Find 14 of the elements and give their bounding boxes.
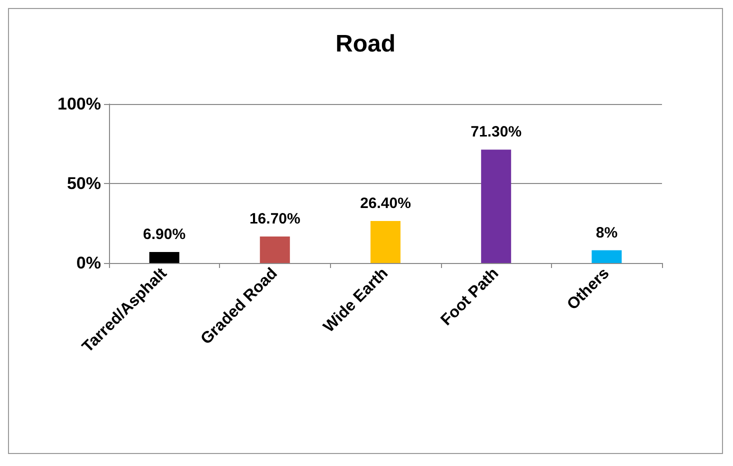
bar [481,150,512,263]
y-tick-label: 0% [76,254,101,272]
data-label: 6.90% [143,226,186,244]
chart-title: Road [336,30,396,58]
data-label: 8% [596,224,618,242]
bar [592,250,622,263]
bar [149,252,180,263]
bar [370,221,400,263]
y-tick-label: 50% [66,174,101,193]
bar [260,236,290,263]
data-label: 71.30% [470,124,522,141]
data-label: 26.40% [360,195,411,212]
data-label: 16.70% [249,210,300,228]
y-tick-label: 100% [58,94,101,114]
